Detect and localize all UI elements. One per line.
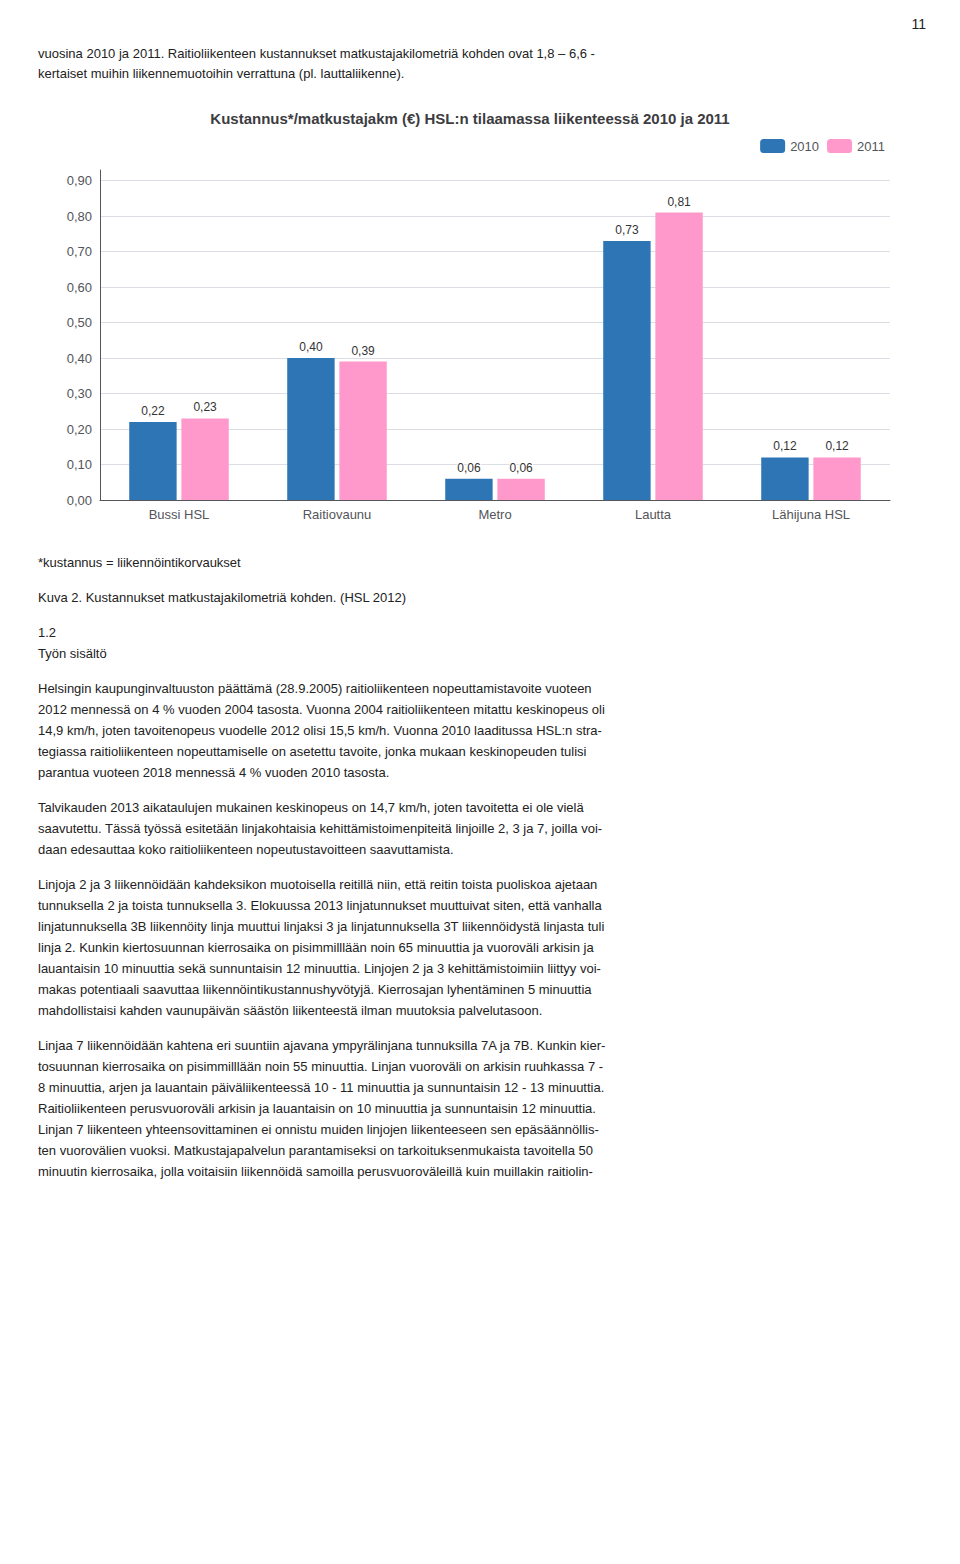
html-text:Raitioliikenteen perusvuoroväl: Raitioliikenteen perusvuoroväli arkisin … — [38, 1101, 596, 1116]
html-text:tosuunnan kierrosaika on pisim: tosuunnan kierrosaika on pisimmilllään n… — [38, 1059, 604, 1074]
svg-text:0,73: 0,73 — [615, 223, 639, 237]
svg-text:0,30: 0,30 — [67, 386, 92, 401]
html-text:Linjoja 2 ja 3 liikennöidään k: Linjoja 2 ja 3 liikennöidään kahdeksikon… — [38, 877, 598, 892]
svg-text:0,23: 0,23 — [193, 400, 217, 414]
svg-text:0,70: 0,70 — [67, 244, 92, 259]
html-text:tegiassa raitioliikenteen nope: tegiassa raitioliikenteen nopeuttamisell… — [38, 744, 587, 759]
html-text:14,9 km/h, joten tavoitenopeus: 14,9 km/h, joten tavoitenopeus vuodelle … — [38, 723, 602, 738]
html-text:ten vuorovälien vuoksi. Matkus: ten vuorovälien vuoksi. Matkustajapalvel… — [38, 1143, 593, 1158]
svg-text:2010: 2010 — [790, 139, 819, 154]
html-text:Linjan 7 liikenteen yhteensovi: Linjan 7 liikenteen yhteensovittaminen e… — [38, 1122, 599, 1137]
html-text:vuosina 2010 ja 2011. Raitioli: vuosina 2010 ja 2011. Raitioliikenteen k… — [38, 46, 595, 61]
html-text:lauantaisin 10 minuuttia sekä: lauantaisin 10 minuuttia sekä sunnuntais… — [38, 961, 601, 976]
svg-text:Raitiovaunu: Raitiovaunu — [303, 507, 372, 522]
svg-text:0,90: 0,90 — [67, 173, 92, 188]
html-text:1.2: 1.2 — [38, 625, 57, 640]
html-text:Kuva 2. Kustannukset matkustaj: Kuva 2. Kustannukset matkustajakilometri… — [38, 590, 407, 605]
svg-text:0,20: 0,20 — [67, 422, 92, 437]
svg-text:Bussi HSL: Bussi HSL — [149, 507, 210, 522]
html-text:makas potentiaali saavuttaa li: makas potentiaali saavuttaa liikennöinti… — [38, 982, 592, 997]
svg-text:Metro: Metro — [478, 507, 511, 522]
html-text:Työn sisältö: Työn sisältö — [38, 646, 107, 661]
svg-text:0,81: 0,81 — [667, 195, 691, 209]
html-text:linja 2. Kunkin kiertosuunnan: linja 2. Kunkin kiertosuunnan kierrosaik… — [38, 940, 594, 955]
html-text:tunnuksella 2 ja toista tunnuk: tunnuksella 2 ja toista tunnuksella 3. E… — [38, 898, 602, 913]
svg-text:0,40: 0,40 — [299, 340, 323, 354]
html-text:minuutin kierrosaika, jolla vo: minuutin kierrosaika, jolla voitaisiin l… — [38, 1164, 593, 1179]
html-text:*kustannus = liikennöintikorva: *kustannus = liikennöintikorvaukset — [38, 555, 241, 570]
svg-text:0,22: 0,22 — [141, 404, 165, 418]
svg-text:Lähijuna HSL: Lähijuna HSL — [772, 507, 850, 522]
html-text:mahdollistaisi kahden vaunupäi: mahdollistaisi kahden vaunupäivän säästö… — [38, 1003, 543, 1018]
svg-text:0,10: 0,10 — [67, 457, 92, 472]
html-text:11: 11 — [911, 16, 926, 32]
svg-text:0,06: 0,06 — [509, 461, 533, 475]
html-text:parantua vuoteen 2018 mennessä: parantua vuoteen 2018 mennessä 4 % vuode… — [38, 765, 390, 780]
html-text:Linjaa 7 liikennöidään kahtena: Linjaa 7 liikennöidään kahtena eri suunt… — [38, 1038, 606, 1053]
svg-text:Kustannus*/matkustajakm (€) HS: Kustannus*/matkustajakm (€) HSL:n tilaam… — [210, 110, 729, 127]
svg-text:0,50: 0,50 — [67, 315, 92, 330]
svg-text:0,12: 0,12 — [773, 439, 797, 453]
html-text:kertaiset muihin liikennemuoto: kertaiset muihin liikennemuotoihin verra… — [38, 66, 405, 81]
svg-text:2011: 2011 — [857, 139, 885, 154]
html-text:saavutettu. Tässä työssä esite: saavutettu. Tässä työssä esitetään linja… — [38, 821, 603, 836]
svg-text:0,00: 0,00 — [67, 493, 92, 508]
html-text:8 minuuttia, arjen ja lauantai: 8 minuuttia, arjen ja lauantain päivälii… — [38, 1080, 605, 1095]
svg-text:0,12: 0,12 — [825, 439, 849, 453]
html-text:2012 mennessä on 4 % vuoden 20: 2012 mennessä on 4 % vuoden 2004 tasosta… — [38, 702, 605, 717]
html-text:Helsingin kaupunginvaltuuston: Helsingin kaupunginvaltuuston päättämä (… — [38, 681, 592, 696]
svg-text:0,60: 0,60 — [67, 280, 92, 295]
svg-text:0,40: 0,40 — [67, 351, 92, 366]
svg-text:Lautta: Lautta — [635, 507, 672, 522]
html-text:Talvikauden 2013 aikataulujen: Talvikauden 2013 aikataulujen mukainen k… — [38, 800, 584, 815]
html-text:linjatunnuksella 3B liikennöit: linjatunnuksella 3B liikennöity linja mu… — [38, 919, 605, 934]
html-text:daan edesauttaa koko raitiolii: daan edesauttaa koko raitioliikenteen no… — [38, 842, 454, 857]
svg-text:0,80: 0,80 — [67, 209, 92, 224]
svg-text:0,39: 0,39 — [351, 344, 375, 358]
svg-text:0,06: 0,06 — [457, 461, 481, 475]
